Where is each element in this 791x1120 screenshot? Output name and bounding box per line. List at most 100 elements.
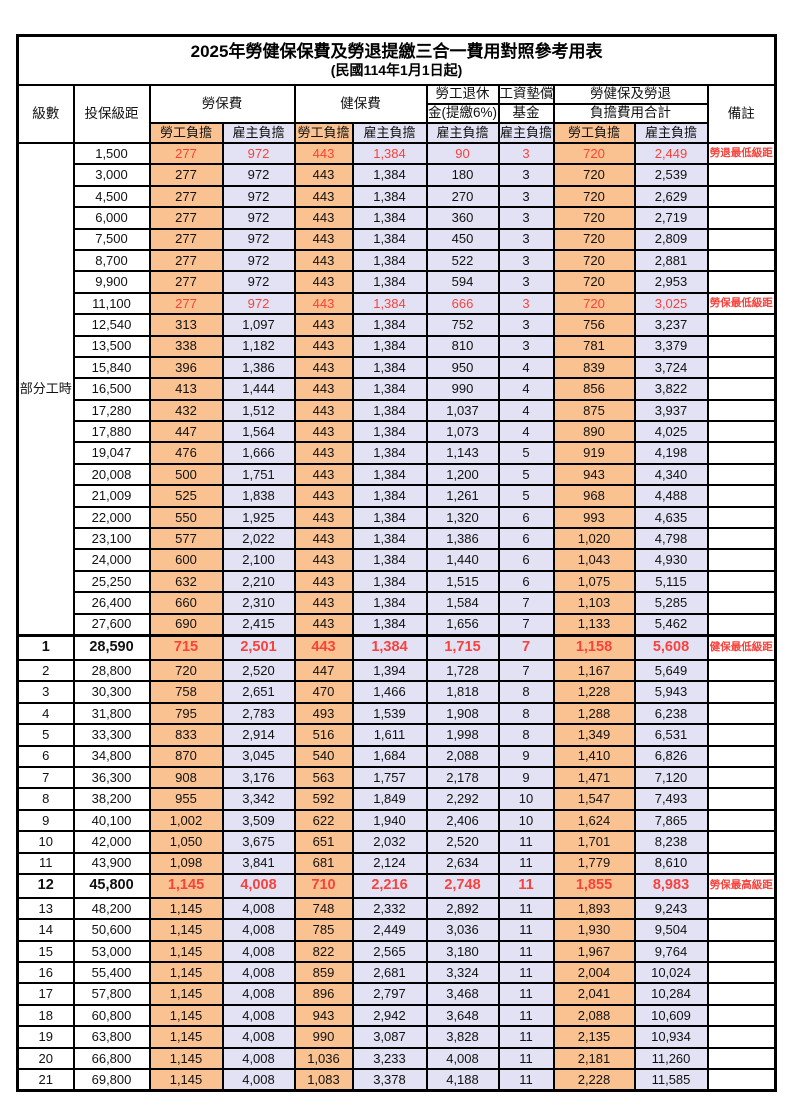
health-ins-employer-cell: 1,384 bbox=[351, 227, 428, 251]
wage-fund-employer-cell: 11 bbox=[497, 1025, 555, 1049]
health-ins-employer-cell: 1,394 bbox=[351, 658, 428, 683]
health-ins-employee-cell: 748 bbox=[293, 896, 354, 921]
labor-ins-employee-cell: 1,145 bbox=[148, 872, 224, 899]
grade-cell: 9 bbox=[16, 808, 75, 833]
grade-cell: 6 bbox=[16, 744, 75, 768]
health-ins-employee-cell: 443 bbox=[293, 527, 354, 551]
table-row: 24,000 600 2,100 443 1,384 1,440 6 1,043 4,930 bbox=[18, 548, 777, 572]
health-ins-employee-cell: 822 bbox=[293, 939, 354, 964]
header-wage-fund-line2: 基金 bbox=[497, 103, 555, 124]
health-ins-employer-cell: 3,087 bbox=[351, 1025, 428, 1049]
remark-cell bbox=[706, 355, 777, 380]
total-employer-cell: 5,649 bbox=[633, 658, 709, 683]
remark-cell bbox=[706, 1025, 777, 1049]
remark-cell bbox=[706, 377, 777, 401]
health-ins-employer-cell: 2,124 bbox=[351, 851, 428, 875]
bracket-cell: 34,800 bbox=[72, 744, 151, 768]
header-row-1: 級數 投保級距 勞保費 健保費 勞工退休 工資墊償 勞健保及勞退 備註 bbox=[16, 84, 777, 144]
labor-ins-employer-cell: 972 bbox=[221, 163, 296, 187]
remark-cell bbox=[706, 658, 777, 683]
labor-ins-employer-cell: 972 bbox=[221, 270, 296, 294]
health-ins-employer-cell: 1,384 bbox=[351, 612, 428, 637]
wage-fund-employer-cell: 7 bbox=[497, 591, 555, 615]
labor-ins-employer-cell: 4,008 bbox=[221, 982, 296, 1006]
wage-fund-employer-cell: 11 bbox=[497, 1003, 555, 1028]
table-row: 4,500 277 972 443 1,384 270 3 720 2,629 bbox=[18, 184, 777, 209]
health-ins-employer-cell: 1,384 bbox=[351, 441, 428, 465]
remark-cell: 勞保最高級距 bbox=[706, 872, 777, 899]
labor-ins-employer-cell: 3,675 bbox=[221, 830, 296, 854]
bracket-cell: 7,500 bbox=[72, 227, 151, 251]
health-ins-employer-cell: 1,684 bbox=[351, 744, 428, 768]
labor-ins-employee-cell: 525 bbox=[148, 484, 224, 508]
total-employer-cell: 4,930 bbox=[633, 548, 709, 572]
total-employee-cell: 875 bbox=[552, 398, 636, 423]
health-ins-employee-cell: 443 bbox=[293, 206, 354, 230]
bracket-cell: 4,500 bbox=[72, 184, 151, 209]
pension-employer-cell: 2,088 bbox=[425, 744, 500, 768]
labor-ins-employer-cell: 2,310 bbox=[221, 591, 296, 615]
remark-cell bbox=[706, 313, 777, 337]
total-employer-cell: 4,488 bbox=[633, 484, 709, 508]
pension-employer-cell: 1,200 bbox=[425, 462, 500, 487]
remark-cell: 健保最低級距 bbox=[706, 634, 777, 661]
wage-fund-employer-cell: 10 bbox=[497, 787, 555, 811]
health-ins-employer-cell: 1,384 bbox=[351, 462, 428, 487]
labor-ins-employer-cell: 4,008 bbox=[221, 918, 296, 942]
total-employee-cell: 720 bbox=[552, 163, 636, 187]
wage-fund-employer-cell: 3 bbox=[497, 270, 555, 294]
labor-ins-employee-cell: 413 bbox=[148, 377, 224, 401]
title-effective-date: (民國114年1月1日起) bbox=[330, 62, 463, 79]
labor-ins-employee-cell: 1,145 bbox=[148, 961, 224, 985]
wage-fund-employer-cell: 11 bbox=[497, 918, 555, 942]
health-ins-employee-cell: 563 bbox=[293, 765, 354, 790]
total-employee-cell: 1,349 bbox=[552, 723, 636, 747]
health-ins-employee-cell: 681 bbox=[293, 851, 354, 875]
labor-ins-employee-cell: 1,145 bbox=[148, 982, 224, 1006]
wage-fund-employer-cell: 9 bbox=[497, 744, 555, 768]
wage-fund-employer-cell: 6 bbox=[497, 569, 555, 594]
labor-ins-employer-cell: 1,925 bbox=[221, 505, 296, 530]
pension-employer-cell: 3,324 bbox=[425, 961, 500, 985]
labor-ins-employer-cell: 1,838 bbox=[221, 484, 296, 508]
total-employee-cell: 839 bbox=[552, 355, 636, 380]
remark-cell: 勞退最低級距 bbox=[706, 141, 777, 166]
total-employee-cell: 1,779 bbox=[552, 851, 636, 875]
labor-ins-employer-cell: 3,509 bbox=[221, 808, 296, 833]
health-ins-employee-cell: 990 bbox=[293, 1025, 354, 1049]
total-employee-cell: 1,158 bbox=[552, 634, 636, 661]
labor-ins-employee-cell: 1,145 bbox=[148, 939, 224, 964]
bracket-cell: 69,800 bbox=[72, 1068, 151, 1092]
total-employer-cell: 3,937 bbox=[633, 398, 709, 423]
total-employee-cell: 1,893 bbox=[552, 896, 636, 921]
total-employer-cell: 5,608 bbox=[633, 634, 709, 661]
health-ins-employer-cell: 1,940 bbox=[351, 808, 428, 833]
wage-fund-employer-cell: 8 bbox=[497, 701, 555, 726]
wage-fund-employer-cell: 5 bbox=[497, 484, 555, 508]
bracket-cell: 48,200 bbox=[72, 896, 151, 921]
health-ins-employer-cell: 1,384 bbox=[351, 206, 428, 230]
remark-cell bbox=[706, 248, 777, 273]
labor-ins-employee-cell: 277 bbox=[148, 291, 224, 316]
total-employee-cell: 919 bbox=[552, 441, 636, 465]
labor-ins-employer-cell: 4,008 bbox=[221, 1068, 296, 1092]
total-employee-cell: 720 bbox=[552, 291, 636, 316]
labor-ins-employee-cell: 313 bbox=[148, 313, 224, 337]
pension-employer-cell: 1,143 bbox=[425, 441, 500, 465]
wage-fund-employer-cell: 4 bbox=[497, 420, 555, 444]
labor-ins-employee-cell: 833 bbox=[148, 723, 224, 747]
remark-cell bbox=[706, 961, 777, 985]
table-row: 13 48,200 1,145 4,008 748 2,332 2,892 11 1,893 9,… bbox=[16, 896, 777, 921]
remark-cell bbox=[706, 184, 777, 209]
table-row: 1 28,590 715 2,501 443 1,384 1,715 7 1,158 5,608 健… bbox=[16, 634, 777, 661]
table-row: 部分工時 1,500 277 972 443 1,384 90 3 720 2,449 勞退最低級距 bbox=[16, 141, 777, 637]
total-employee-cell: 2,135 bbox=[552, 1025, 636, 1049]
total-employer-cell: 2,809 bbox=[633, 227, 709, 251]
bracket-cell: 45,800 bbox=[72, 872, 151, 899]
bracket-cell: 28,590 bbox=[72, 634, 151, 661]
header-remark: 備註 bbox=[706, 84, 777, 144]
labor-ins-employer-cell: 3,176 bbox=[221, 765, 296, 790]
total-employee-cell: 1,103 bbox=[552, 591, 636, 615]
bracket-cell: 55,400 bbox=[72, 961, 151, 985]
title-text: 2025年勞健保保費及勞退提繳三合一費用對照參考用表 bbox=[190, 42, 603, 62]
